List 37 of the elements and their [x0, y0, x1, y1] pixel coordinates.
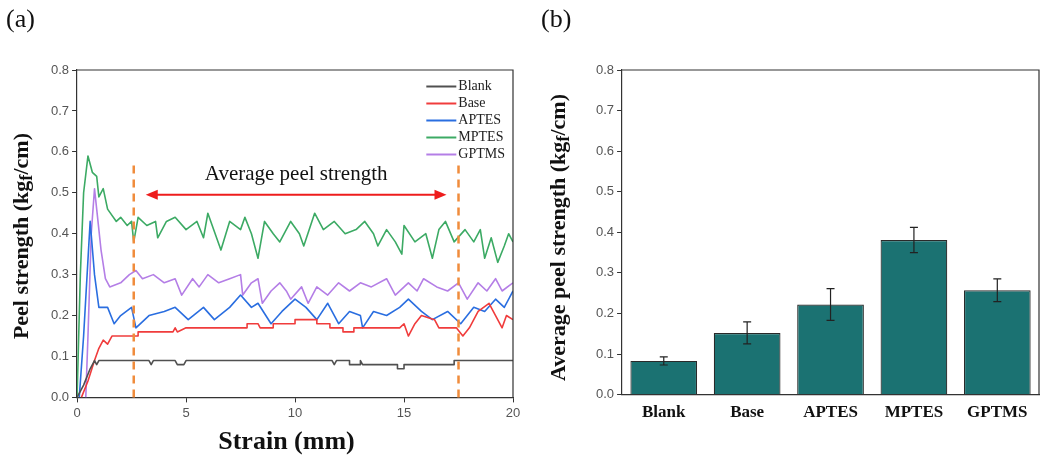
- x-tick-label: 10: [287, 404, 303, 420]
- y-tick-label: 0.7: [50, 102, 70, 118]
- y-tick-label: 0.2: [50, 307, 70, 323]
- x-tick-label: 15: [396, 404, 412, 420]
- y-tick-label: 0.0: [595, 386, 615, 402]
- y-tick-label: 0.3: [50, 266, 70, 282]
- y-tick-label: 0.7: [595, 102, 615, 118]
- x-axis-title: Strain (mm): [217, 426, 356, 456]
- chart-title: (b): [541, 4, 572, 34]
- y-tick-label: 0.6: [50, 143, 70, 159]
- x-tick-label: 20: [505, 404, 521, 420]
- x-tick-label: GPTMS: [967, 402, 1028, 422]
- y-tick-label: 0.1: [50, 348, 70, 364]
- x-tick-label: Blank: [642, 402, 687, 422]
- x-tick-label: 0: [73, 404, 81, 420]
- y-tick-label: 0.0: [50, 388, 70, 404]
- y-tick-label: 0.2: [595, 305, 615, 321]
- y-tick-label: 0.8: [595, 61, 615, 77]
- y-tick-label: 0.3: [595, 264, 615, 280]
- legend-label: GPTMS: [458, 146, 505, 162]
- y-tick-label: 0.8: [50, 61, 70, 77]
- legend-label: Blank: [458, 78, 492, 94]
- y-tick-label: 0.1: [595, 345, 615, 361]
- legend-label: APTES: [458, 112, 502, 128]
- x-tick-label: MPTES: [884, 402, 944, 422]
- y-tick-label: 0.5: [50, 184, 70, 200]
- annotation: Average peel strength: [204, 161, 388, 186]
- x-tick-label: Base: [730, 402, 765, 422]
- y-tick-label: 0.4: [595, 223, 615, 239]
- y-tick-label: 0.6: [595, 142, 615, 158]
- chart-title: (a): [6, 4, 35, 34]
- x-tick-label: 5: [182, 404, 190, 420]
- y-tick-label: 0.4: [50, 225, 70, 241]
- x-tick-label: APTES: [803, 402, 858, 422]
- legend-label: Base: [458, 95, 486, 111]
- y-tick-label: 0.5: [595, 183, 615, 199]
- legend-label: MPTES: [458, 129, 504, 145]
